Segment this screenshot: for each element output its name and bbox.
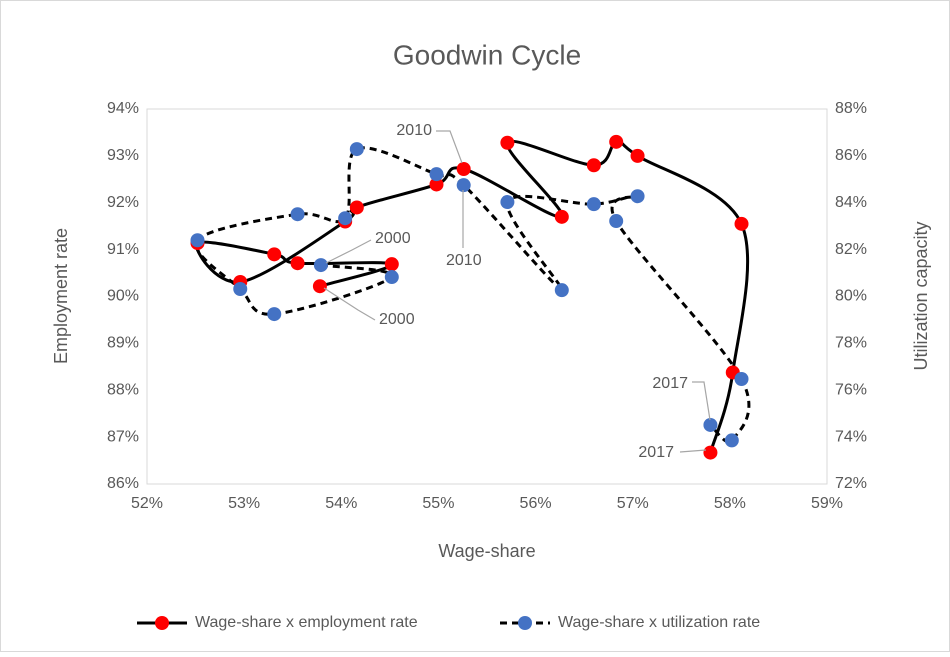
annotation-leader <box>325 239 372 264</box>
point <box>586 158 601 173</box>
y-tick-label: 93% <box>107 147 139 164</box>
point <box>609 214 624 229</box>
x-tick-label: 58% <box>714 495 746 512</box>
point <box>267 307 282 322</box>
point <box>630 189 645 204</box>
point <box>500 135 515 150</box>
point <box>233 282 248 296</box>
point <box>609 134 624 149</box>
point <box>456 178 471 193</box>
y2-tick-label: 88% <box>835 100 867 117</box>
y2-tick-label: 84% <box>835 194 867 211</box>
point <box>290 207 305 222</box>
y2-axis-title: Utilization capacity <box>911 221 931 370</box>
x-axis-title: Wage-share <box>438 541 535 561</box>
point <box>703 445 718 460</box>
legend-marker <box>518 616 532 630</box>
point <box>554 283 569 298</box>
x-tick-label: 55% <box>422 495 454 512</box>
point <box>267 247 282 262</box>
y-tick-label: 91% <box>107 241 139 258</box>
y2-tick-label: 72% <box>835 475 867 492</box>
point <box>349 200 364 215</box>
y2-tick-label: 80% <box>835 288 867 305</box>
y-axis-title: Employment rate <box>51 228 71 364</box>
point <box>500 195 515 210</box>
y2-tick-label: 78% <box>835 335 867 352</box>
y-tick-label: 89% <box>107 335 139 352</box>
point <box>456 162 471 176</box>
annotation: 2017 <box>638 444 674 461</box>
point <box>384 270 399 285</box>
y2-tick-label: 76% <box>835 381 867 398</box>
annotation-leader <box>679 449 707 453</box>
x-tick-label: 57% <box>617 495 649 512</box>
point <box>290 256 305 271</box>
point <box>349 142 364 157</box>
x-tick-label: 52% <box>131 495 163 512</box>
point <box>338 211 353 226</box>
y-tick-label: 87% <box>107 428 139 445</box>
y-tick-label: 90% <box>107 288 139 305</box>
annotation-leader <box>692 381 711 421</box>
x-tick-label: 54% <box>325 495 357 512</box>
y-tick-label: 92% <box>107 194 139 211</box>
annotation-leader <box>436 130 463 164</box>
point <box>429 177 444 192</box>
point <box>703 417 718 432</box>
y2-tick-label: 86% <box>835 147 867 164</box>
annotation-leader <box>323 287 376 321</box>
y-tick-label: 94% <box>107 100 139 117</box>
legend-label: Wage-share x employment rate <box>195 614 418 631</box>
y2-tick-label: 82% <box>835 241 867 258</box>
y-tick-label: 86% <box>107 475 139 492</box>
legend-label: Wage-share x utilization rate <box>558 614 760 631</box>
point <box>190 233 205 248</box>
point <box>586 197 601 212</box>
point <box>312 279 327 294</box>
point <box>734 216 749 231</box>
point <box>724 433 739 448</box>
annotation: 2000 <box>379 311 415 328</box>
chart-title: Goodwin Cycle <box>393 39 581 70</box>
legend-marker <box>155 616 169 630</box>
y-tick-label: 88% <box>107 381 139 398</box>
point <box>630 148 645 163</box>
annotation: 2017 <box>652 375 688 392</box>
annotation: 2000 <box>375 230 411 247</box>
y2-tick-label: 74% <box>835 428 867 445</box>
point <box>734 372 749 386</box>
plot-border <box>146 108 828 485</box>
point <box>429 167 444 182</box>
point <box>554 209 569 224</box>
point <box>313 258 328 273</box>
point <box>384 257 399 272</box>
x-tick-label: 53% <box>228 495 260 512</box>
x-tick-label: 59% <box>811 495 843 512</box>
x-tick-label: 56% <box>520 495 552 512</box>
annotation: 2010 <box>396 122 432 139</box>
annotation: 2010 <box>446 252 482 269</box>
